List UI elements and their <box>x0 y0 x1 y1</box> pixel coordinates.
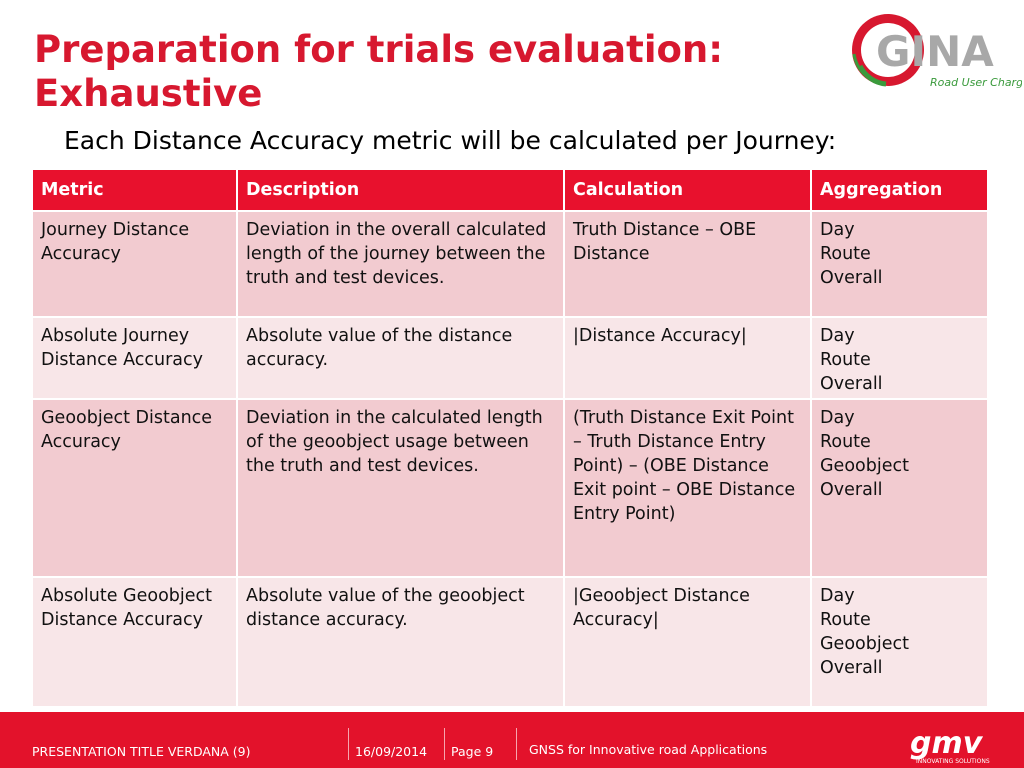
aggregation-item: Route <box>820 610 871 630</box>
table-row: Journey Distance Accuracy Deviation in t… <box>31 210 989 318</box>
footer-separator <box>444 728 445 760</box>
cell-aggregation: Day Route Overall <box>810 210 989 318</box>
slide-subtitle: Each Distance Accuracy metric will be ca… <box>64 126 837 155</box>
footer-separator <box>348 728 349 760</box>
header-aggregation: Aggregation <box>810 168 989 212</box>
aggregation-item: Day <box>820 326 855 346</box>
cell-description: Absolute value of the distance accuracy. <box>236 316 565 400</box>
gmv-logo-tagline: INNOVATING SOLUTIONS <box>916 758 990 765</box>
cell-metric: Geoobject Distance Accuracy <box>31 398 238 578</box>
aggregation-item: Overall <box>820 374 883 394</box>
gmv-logo-text: gmv <box>910 726 984 761</box>
cell-calculation: |Geoobject Distance Accuracy| <box>563 576 812 708</box>
cell-metric: Absolute Journey Distance Accuracy <box>31 316 238 400</box>
header-metric: Metric <box>31 168 238 212</box>
logo-tagline: Road User Charging <box>930 76 1022 89</box>
aggregation-item: Geoobject <box>820 456 909 476</box>
aggregation-item: Route <box>820 350 871 370</box>
cell-aggregation: Day Route Geoobject Overall <box>810 576 989 708</box>
footer-presentation-title: PRESENTATION TITLE VERDANA (9) <box>32 744 251 759</box>
footer-project: GNSS for Innovative road Applications <box>529 742 768 757</box>
footer-separator <box>516 728 517 760</box>
aggregation-item: Overall <box>820 658 883 678</box>
table-row: Absolute Geoobject Distance Accuracy Abs… <box>31 576 989 708</box>
table-row: Geoobject Distance Accuracy Deviation in… <box>31 398 989 578</box>
aggregation-item: Route <box>820 244 871 264</box>
aggregation-item: Overall <box>820 268 883 288</box>
aggregation-item: Geoobject <box>820 634 909 654</box>
cell-aggregation: Day Route Overall <box>810 316 989 400</box>
header-description: Description <box>236 168 565 212</box>
slide-title: Preparation for trials evaluation: Exhau… <box>34 28 724 115</box>
aggregation-item: Day <box>820 408 855 428</box>
cell-metric: Absolute Geoobject Distance Accuracy <box>31 576 238 708</box>
footer-date: 16/09/2014 <box>355 744 428 759</box>
logo-text: GINA <box>876 27 994 76</box>
table-row: Absolute Journey Distance Accuracy Absol… <box>31 316 989 400</box>
table-header-row: Metric Description Calculation Aggregati… <box>31 168 989 212</box>
metrics-table: Metric Description Calculation Aggregati… <box>31 168 989 708</box>
gina-logo: GINA Road User Charging <box>852 14 1022 89</box>
cell-description: Deviation in the overall calculated leng… <box>236 210 565 318</box>
aggregation-item: Route <box>820 432 871 452</box>
aggregation-item: Day <box>820 220 855 240</box>
cell-description: Deviation in the calculated length of th… <box>236 398 565 578</box>
cell-description: Absolute value of the geoobject distance… <box>236 576 565 708</box>
header-calculation: Calculation <box>563 168 812 212</box>
cell-calculation: (Truth Distance Exit Point – Truth Dista… <box>563 398 812 578</box>
aggregation-item: Day <box>820 586 855 606</box>
cell-metric: Journey Distance Accuracy <box>31 210 238 318</box>
cell-calculation: Truth Distance – OBE Distance <box>563 210 812 318</box>
footer-page: Page 9 <box>451 744 494 759</box>
cell-calculation: |Distance Accuracy| <box>563 316 812 400</box>
gmv-logo: gmv INNOVATING SOLUTIONS <box>910 726 990 765</box>
footer-bar: PRESENTATION TITLE VERDANA (9) 16/09/201… <box>0 712 1024 768</box>
cell-aggregation: Day Route Geoobject Overall <box>810 398 989 578</box>
aggregation-item: Overall <box>820 480 883 500</box>
